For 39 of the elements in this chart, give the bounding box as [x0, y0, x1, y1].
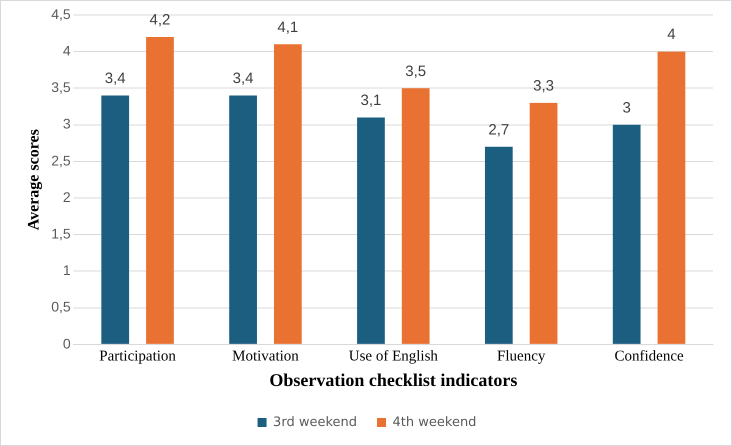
bar [229, 96, 257, 344]
y-axis-title: Average scores [26, 129, 43, 230]
bar [530, 102, 558, 344]
data-label: 3,4 [104, 70, 126, 88]
x-tick-label: Use of English [348, 348, 438, 364]
x-tick-label: Confidence [614, 348, 684, 364]
bar [274, 44, 302, 344]
y-tick-label: 1 [62, 262, 71, 278]
y-tick-label: 2,5 [51, 152, 71, 168]
data-label: 3,3 [533, 77, 554, 94]
x-tick-label: Fluency [497, 348, 546, 364]
data-label: 4,1 [277, 18, 298, 36]
legend-label: 3rd weekend [273, 414, 358, 430]
data-label: 3,5 [405, 62, 426, 80]
data-label: 3 [622, 99, 631, 116]
y-tick-label: 1,5 [51, 225, 71, 242]
bar [357, 117, 385, 344]
y-tick-label: 3 [62, 116, 71, 132]
bar [146, 36, 174, 344]
bar [484, 146, 513, 344]
data-label: 3,4 [232, 70, 254, 88]
y-tick-label: 3,5 [51, 79, 71, 96]
data-label: 2,7 [488, 121, 510, 138]
x-tick-label: Participation [99, 348, 176, 364]
x-tick-label: Motivation [232, 348, 300, 364]
y-tick-label: 2 [62, 188, 71, 205]
data-label: 4,2 [150, 12, 170, 29]
y-tick-label: 0 [62, 335, 71, 352]
legend-label: 4th weekend [392, 414, 476, 430]
y-tick-label: 0,5 [51, 298, 71, 315]
bar [402, 88, 430, 344]
y-tick-label: 4,5 [51, 6, 71, 22]
bar [612, 124, 641, 344]
x-axis-title: Observation checklist indicators [269, 370, 518, 390]
bar [658, 52, 686, 344]
data-label: 4 [667, 26, 676, 44]
y-tick-label: 4 [62, 42, 71, 58]
data-label: 3,1 [360, 92, 382, 110]
bar [101, 96, 130, 344]
